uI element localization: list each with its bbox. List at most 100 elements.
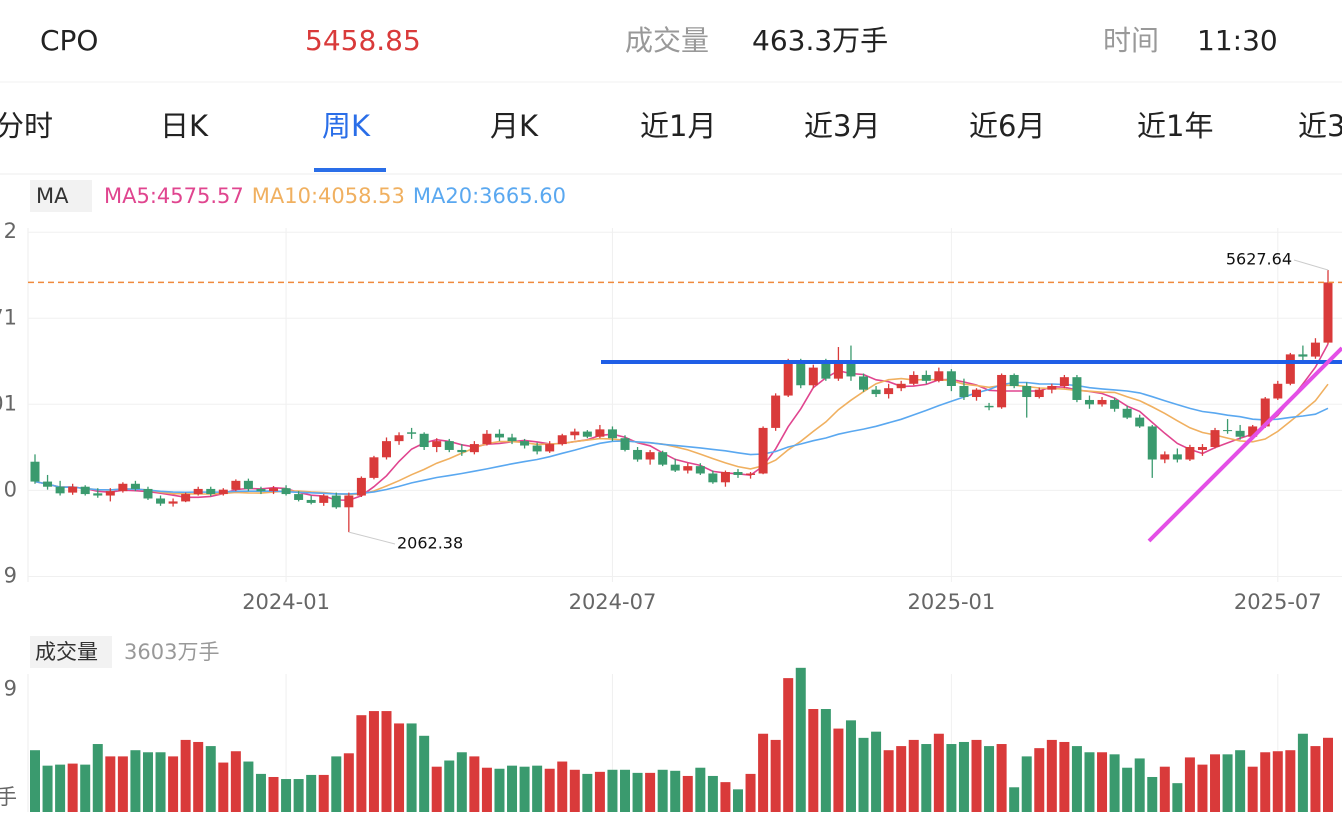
candle-body (595, 429, 605, 437)
candle-body (68, 486, 78, 493)
candle-body (746, 473, 756, 475)
ma-line (34, 381, 1329, 495)
volume-bar (1071, 746, 1082, 812)
y-tick-label: 0 (4, 477, 17, 501)
volume-bar (845, 720, 856, 812)
volume-bar (871, 731, 882, 812)
plot: 2 71 01 0 9 2024-01 2024-07 2025-01 2025-07 9 手 562… (0, 219, 1342, 812)
volume-bar (958, 741, 969, 812)
volume-bar (1272, 751, 1283, 812)
volume-bar (569, 769, 580, 812)
candle-body (43, 481, 53, 487)
vol-label: 成交量 (35, 640, 98, 664)
volume-bar (971, 739, 982, 812)
candle-body (356, 477, 366, 496)
candle-body (645, 452, 655, 460)
volume-bar (682, 775, 693, 812)
volume-bar (218, 762, 229, 812)
time-label: 时间 (1103, 24, 1159, 57)
volume-bar (984, 746, 995, 812)
candle-body (833, 360, 843, 379)
candle-body (796, 361, 806, 386)
volume-bar (645, 772, 656, 812)
candle-body (1273, 383, 1283, 399)
candle-body (407, 432, 417, 434)
volume-bar (544, 768, 555, 812)
candle-body (1022, 385, 1032, 398)
candle-body (720, 472, 730, 483)
candle-body (783, 361, 793, 396)
volume-bar (117, 756, 128, 812)
x-tick-label: 2024-01 (242, 590, 330, 614)
volume-bar (720, 782, 731, 812)
volume-bar (908, 739, 919, 812)
volume-bar (105, 756, 116, 812)
ma-line (34, 343, 1329, 502)
volume-bar (858, 737, 869, 812)
volume-bar (833, 728, 844, 812)
candle-body (344, 495, 354, 508)
candle-body (520, 441, 530, 446)
volume-bar (1122, 767, 1133, 812)
volume-bar (820, 709, 831, 812)
candle-body (419, 433, 429, 448)
candle-body (494, 433, 504, 438)
candle-body (1260, 398, 1270, 427)
volume-bar (469, 756, 480, 812)
volume-bar (243, 761, 254, 812)
candle-body (1248, 426, 1258, 437)
volume-bar (368, 711, 379, 812)
candle-body (1235, 430, 1245, 437)
candle-body (1009, 374, 1019, 386)
candle-body (984, 405, 994, 408)
volume-bar (770, 739, 781, 812)
candle-body (1047, 385, 1057, 390)
candle-body (256, 488, 266, 492)
volume-bar (30, 750, 40, 812)
candle-body (143, 488, 153, 499)
candle-body (1072, 377, 1082, 400)
candle-body (633, 449, 643, 460)
vol-value: 3603万手 (124, 640, 219, 664)
volume-bar (896, 746, 907, 812)
tab[interactable]: 近3 (1298, 109, 1342, 143)
tab[interactable]: 近6月 (969, 109, 1045, 143)
candle-body (1160, 454, 1170, 460)
candle-body (1323, 282, 1333, 343)
ma-badge (30, 180, 92, 212)
candle-body (997, 374, 1007, 408)
tab[interactable]: 近1月 (640, 109, 716, 143)
volume-bar (657, 769, 668, 812)
volume-bar (1159, 766, 1170, 812)
candle-body (206, 488, 216, 495)
volume-bar (695, 767, 706, 812)
volume-bar (670, 770, 681, 812)
tab[interactable]: 月K (490, 109, 539, 143)
candle-body (972, 389, 982, 398)
candle-body (607, 429, 617, 439)
tab[interactable]: 近3月 (804, 109, 880, 143)
candle-body (545, 444, 555, 452)
volume-bar (1235, 750, 1246, 812)
candle-body (771, 395, 781, 428)
volume-bar (155, 752, 166, 812)
volume-bar (356, 715, 367, 812)
volume-bar (1184, 757, 1195, 812)
candle-body (394, 435, 404, 442)
x-tick-label: 2024-07 (569, 590, 657, 614)
volume-bar (1247, 766, 1258, 812)
high-label: 5627.64 (1226, 250, 1292, 269)
tab[interactable]: 日K (160, 109, 209, 143)
ma-line (34, 377, 1329, 496)
candle-body (432, 441, 442, 448)
volume-bar (255, 773, 266, 812)
tab[interactable]: 周K (322, 109, 371, 143)
candle-body (93, 493, 103, 496)
volume-bar (758, 733, 769, 812)
tab[interactable]: 近1年 (1137, 109, 1213, 143)
tab[interactable]: 分时 (0, 109, 53, 143)
candle-body (168, 501, 178, 504)
volume-bar (42, 765, 53, 812)
volume-bar (431, 766, 442, 812)
